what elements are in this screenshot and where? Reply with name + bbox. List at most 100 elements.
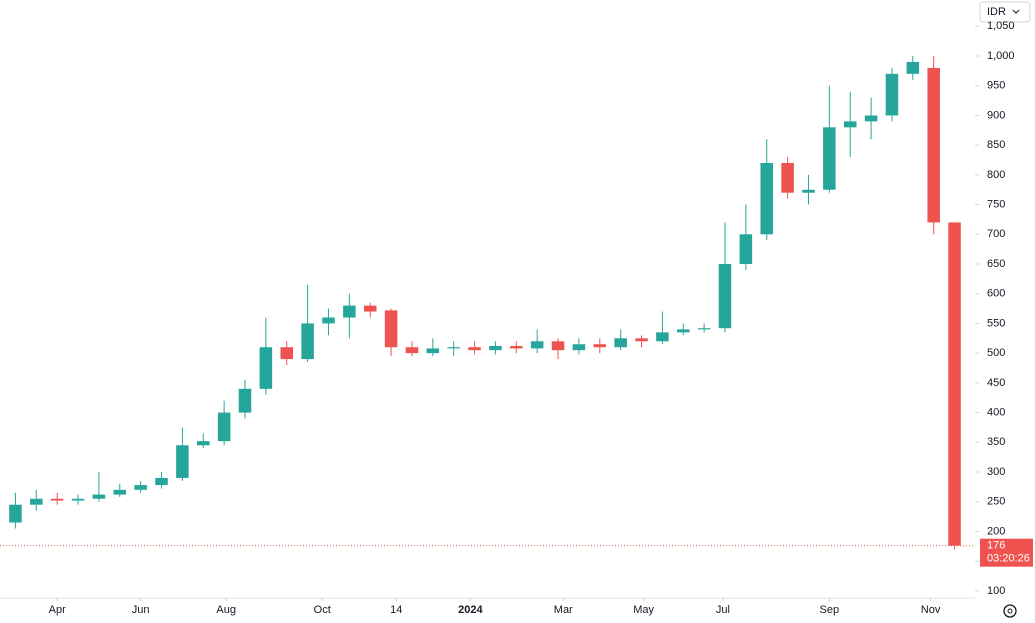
candle: [217, 400, 231, 446]
candle: [197, 433, 210, 449]
candle-body: [280, 347, 293, 360]
candle-body: [238, 388, 252, 413]
y-tick-label: 850: [987, 139, 1005, 151]
y-tick-label: 950: [987, 80, 1005, 92]
candle: [948, 222, 961, 550]
candle-body: [343, 305, 356, 318]
candle: [572, 338, 586, 355]
candle: [113, 483, 127, 497]
candle-body: [447, 347, 460, 349]
last-price-label: 176: [987, 540, 1005, 552]
candle-body: [823, 127, 836, 190]
x-tick-label: Oct: [314, 604, 331, 616]
candle: [864, 97, 878, 140]
y-tick-label: 500: [987, 347, 1005, 359]
y-tick-label: 550: [987, 317, 1005, 329]
candle-body: [301, 323, 314, 360]
candle-body: [113, 489, 127, 495]
candle: [593, 338, 607, 354]
candle: [343, 293, 356, 339]
y-tick-label: 900: [987, 109, 1005, 121]
candle-body: [363, 305, 377, 312]
y-tick-label: 800: [987, 169, 1005, 181]
candle-body: [530, 341, 544, 349]
candle: [155, 472, 168, 489]
candle-body: [635, 338, 648, 342]
candle-body: [405, 347, 419, 354]
candle: [489, 341, 502, 355]
y-tick-label: 450: [987, 377, 1005, 389]
candle-body: [217, 412, 231, 442]
candle: [656, 311, 669, 345]
candle-body: [489, 346, 502, 351]
candle: [447, 341, 460, 357]
y-tick-label: 200: [987, 525, 1005, 537]
candle: [259, 317, 273, 395]
currency-button[interactable]: [979, 1, 1031, 23]
candle-body: [572, 344, 586, 351]
candle-body: [593, 344, 607, 348]
candle: [238, 379, 252, 419]
candle: [30, 489, 43, 511]
candle: [927, 56, 940, 235]
candle: [92, 472, 106, 502]
countdown-label: 03:20:26: [987, 553, 1030, 565]
settings-gear: [1003, 604, 1017, 618]
candle: [426, 338, 440, 357]
candle-body: [843, 121, 857, 128]
x-tick-label: Jun: [132, 604, 150, 616]
candle: [363, 302, 377, 318]
y-tick-label: 1,050: [987, 20, 1015, 32]
candle: [906, 56, 920, 80]
candle: [176, 427, 189, 481]
candle: [718, 222, 732, 333]
x-tick-label: May: [633, 604, 654, 616]
candle-body: [927, 67, 940, 223]
x-tick-label: Mar: [554, 604, 573, 616]
candle-body: [677, 329, 690, 333]
candle-body: [614, 338, 627, 348]
candle-body: [906, 61, 920, 74]
candle: [322, 308, 335, 336]
candle-body: [551, 341, 565, 351]
dropdown-arrow: [1012, 9, 1020, 14]
candle-body: [71, 498, 85, 501]
candle-body: [134, 485, 147, 490]
candle-body: [9, 504, 22, 523]
x-tick-label: 14: [390, 604, 402, 616]
candle-body: [718, 264, 732, 329]
candle-body: [259, 347, 273, 389]
candle-body: [885, 73, 899, 116]
x-tick-label: Nov: [921, 604, 941, 616]
candle-body: [948, 222, 961, 546]
currency-label: IDR: [987, 6, 1006, 18]
candle-body: [781, 162, 794, 193]
candle-body: [510, 346, 523, 349]
y-tick-label: 400: [987, 406, 1005, 418]
y-tick-label: 650: [987, 258, 1005, 270]
y-tick-label: 750: [987, 198, 1005, 210]
candle-body: [802, 189, 815, 193]
candle-body: [197, 441, 210, 446]
x-tick-label: 2024: [458, 604, 483, 616]
settings-icon[interactable]: [1003, 604, 1017, 618]
candle: [843, 91, 857, 158]
candle: [71, 494, 85, 505]
candle: [468, 341, 481, 355]
candle-body: [864, 115, 878, 122]
candle-body: [92, 494, 106, 499]
x-tick-label: Aug: [216, 604, 236, 616]
candle: [9, 492, 22, 529]
candle-body: [322, 317, 335, 324]
settings-hub: [1007, 608, 1013, 614]
y-tick-label: 1,000: [987, 50, 1015, 62]
candle: [405, 341, 419, 357]
candle: [280, 341, 293, 366]
candle: [551, 338, 565, 360]
y-tick-label: 350: [987, 436, 1005, 448]
x-tick-label: Jul: [716, 604, 730, 616]
candle: [510, 341, 523, 354]
candle: [301, 284, 314, 363]
